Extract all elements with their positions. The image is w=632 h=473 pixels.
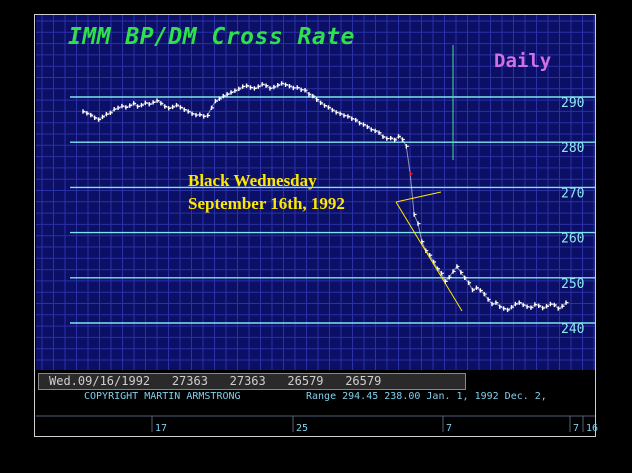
x-tick-label: 25: [296, 423, 308, 434]
x-axis-tick-labels: 17 25 7 7 16: [36, 415, 598, 434]
y-tick-label: 250: [561, 277, 584, 292]
y-tick-label: 260: [561, 232, 584, 247]
y-tick-label: 290: [561, 96, 584, 111]
y-tick-label: 240: [561, 322, 584, 337]
copyright-text: COPYRIGHT MARTIN ARMSTRONG: [84, 391, 241, 402]
x-tick-label: 7: [573, 423, 579, 434]
range-text: Range 294.45 238.00 Jan. 1, 1992 Dec. 2,: [306, 391, 547, 402]
y-tick-label: 270: [561, 186, 584, 201]
y-axis-tick-labels: 240 250 260 270 280 290: [561, 96, 584, 337]
x-tick-label: 16: [586, 423, 598, 434]
period-label: Daily: [494, 50, 551, 72]
annotation-pointer: [395, 201, 463, 312]
price-series: [82, 81, 569, 313]
annotation-label: Black Wednesday: [188, 171, 317, 190]
y-tick-label: 280: [561, 141, 584, 156]
minor-grid: [36, 15, 595, 370]
status-bar: Wed.09/16/1992 27363 27363 26579 26579: [38, 373, 466, 390]
x-tick-label: 17: [155, 423, 167, 434]
x-tick-label: 7: [446, 423, 452, 434]
chart-title: IMM BP/DM Cross Rate: [68, 24, 355, 50]
annotation-pointer: [395, 191, 442, 203]
major-grid: [70, 96, 595, 324]
annotation-label: September 16th, 1992: [188, 194, 345, 213]
chart-frame: [34, 14, 596, 437]
